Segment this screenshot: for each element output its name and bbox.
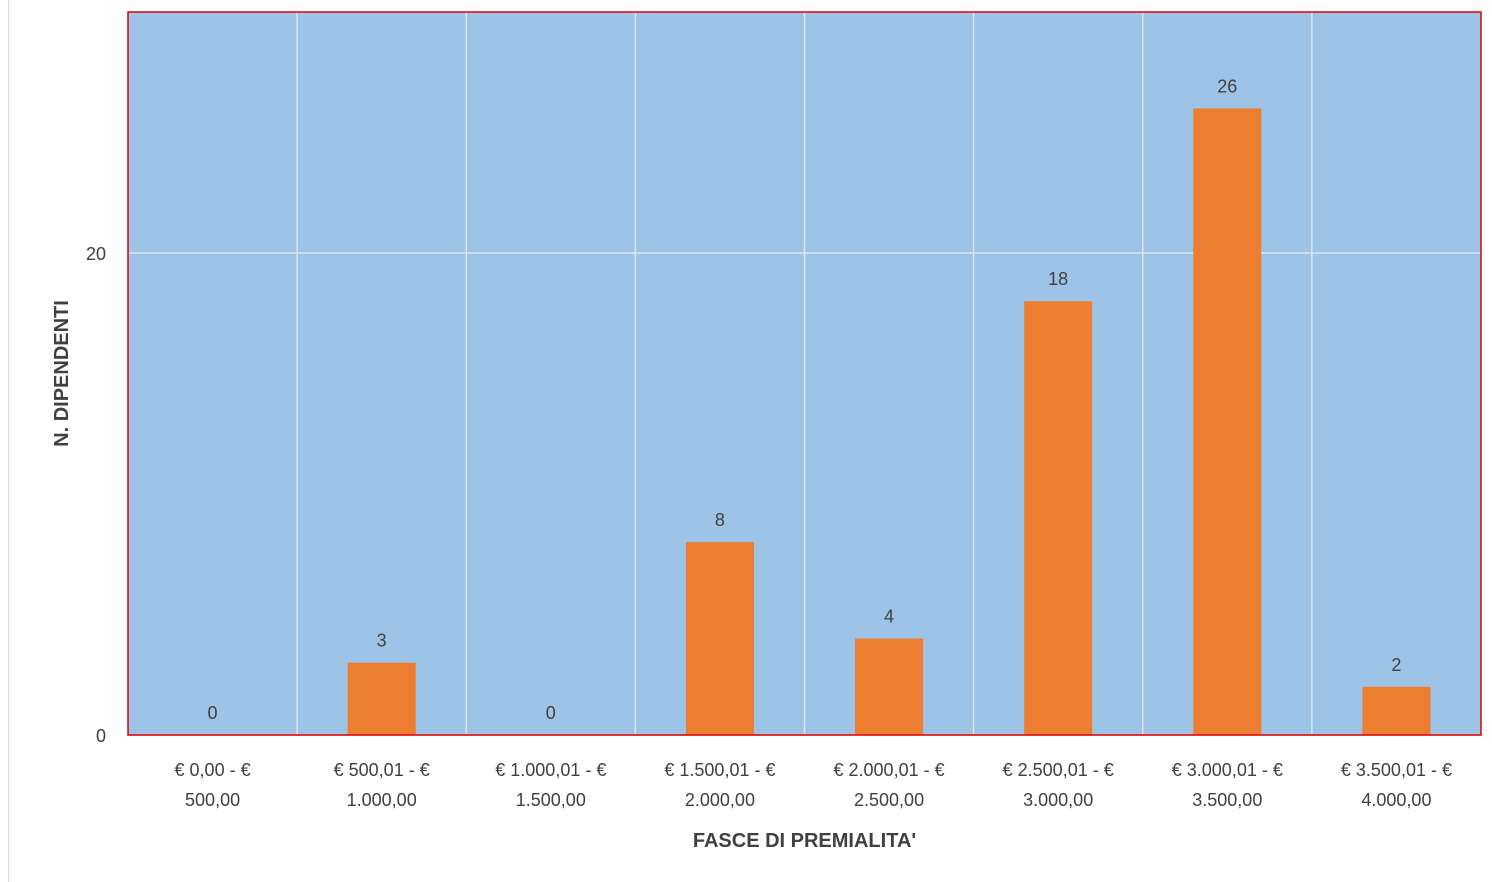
data-label: 18 <box>1048 269 1068 289</box>
bars <box>347 108 1431 735</box>
x-tick-label: € 3.000,01 - €3.500,00 <box>1172 760 1283 810</box>
bar <box>685 542 754 735</box>
x-axis-ticks: € 0,00 - €500,00 € 500,01 - €1.000,00 € 1.… <box>175 760 1452 810</box>
x-axis-title: FASCE DI PREMIALITA' <box>693 830 916 852</box>
y-axis-title: N. DIPENDENTI <box>51 300 73 447</box>
plot-border <box>127 11 1482 736</box>
data-label: 0 <box>208 703 218 723</box>
y-tick-label: 0 <box>96 726 106 746</box>
y-tick-label: 20 <box>86 244 106 264</box>
bar <box>855 638 924 735</box>
x-tick-label: € 0,00 - €500,00 <box>175 760 251 810</box>
x-tick-label: € 3.500,01 - €4.000,00 <box>1341 760 1452 810</box>
data-label: 0 <box>546 703 556 723</box>
bar <box>347 662 416 735</box>
x-tick-label: € 2.000,01 - €2.500,00 <box>834 760 945 810</box>
data-label: 3 <box>377 631 387 651</box>
x-tick-label: € 1.500,01 - €2.000,00 <box>664 760 775 810</box>
data-label: 26 <box>1217 76 1237 96</box>
data-label: 8 <box>715 510 725 530</box>
data-label: 4 <box>884 607 894 627</box>
y-axis-ticks: 0 20 <box>86 244 106 746</box>
chart-frame-edge <box>8 0 9 882</box>
bar <box>1024 301 1093 735</box>
data-label: 2 <box>1391 655 1401 675</box>
bar <box>1362 686 1431 735</box>
x-tick-label: € 2.500,01 - €3.000,00 <box>1003 760 1114 810</box>
x-tick-label: € 500,01 - €1.000,00 <box>334 760 430 810</box>
bar <box>1193 108 1262 735</box>
data-labels: 0 3 0 8 4 18 26 2 <box>208 76 1402 723</box>
x-tick-label: € 1.000,01 - €1.500,00 <box>495 760 606 810</box>
